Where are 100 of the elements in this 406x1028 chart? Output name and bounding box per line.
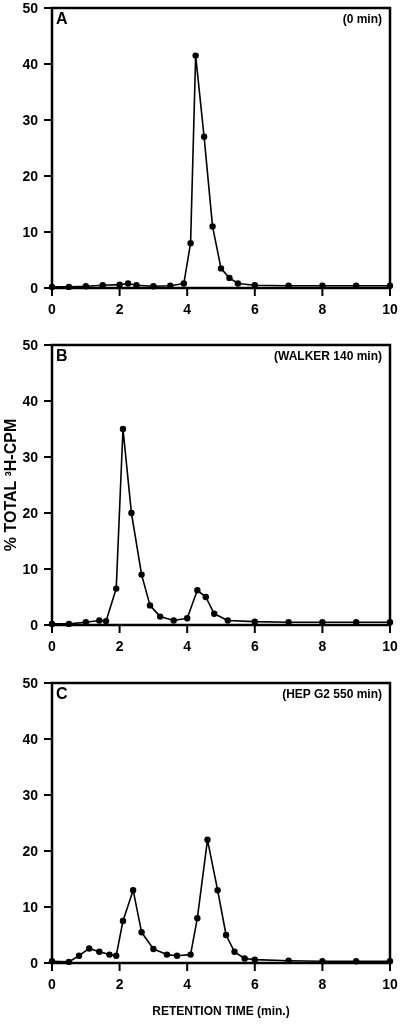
annotation: B [56,347,68,364]
point [386,619,394,626]
y-tick-label: 50 [22,0,39,16]
y-tick-label: 10 [22,223,39,240]
point [113,952,120,959]
point [96,617,103,624]
point [217,265,225,272]
point [106,951,113,958]
point [234,280,242,287]
y-tick-label: 50 [22,336,39,353]
y-tick-label: 40 [22,392,39,409]
y-tick-label: 50 [22,674,39,691]
point [180,280,188,287]
point [156,613,164,620]
point [65,283,73,291]
point [214,887,221,894]
point [251,956,258,963]
x-tick-label: 10 [382,638,398,654]
point [187,240,194,247]
y-tick-label: 40 [22,55,39,72]
x-tick-label: 2 [115,638,124,654]
x-tick-label: 10 [382,301,398,317]
annotation: (HEP G2 550 min) [282,687,382,701]
point [150,945,157,953]
x-tick-label: 0 [48,638,57,654]
point [102,617,110,625]
point [184,615,191,622]
point [224,617,231,624]
annotation: (WALKER 140 min) [273,349,382,363]
x-tick-label: 2 [115,976,124,992]
x-tick-label: 8 [318,976,327,992]
x-tick-label: 4 [183,301,192,317]
point [119,425,127,433]
point [222,931,230,939]
point [231,948,238,955]
y-tick-label: 10 [22,560,39,577]
point [138,571,145,578]
x-tick-label: 6 [250,301,259,317]
point [124,280,132,287]
point [65,620,73,628]
point [75,952,83,959]
point [119,917,127,925]
y-tick-label: 20 [22,167,39,184]
point [204,836,211,843]
point [319,958,326,965]
x-tick-label: 0 [48,301,57,317]
point [138,929,145,936]
x-tick-label: 6 [250,638,259,654]
x-tick-label: 4 [183,638,192,654]
point [226,274,233,282]
y-tick-label: 10 [22,898,39,915]
x-tick-label: 4 [183,976,192,992]
y-tick-label: 30 [22,786,39,803]
point [170,617,177,624]
annotation: C [56,685,68,702]
x-tick-label: 2 [115,301,124,317]
point [241,955,248,962]
x-tick-label: 8 [318,638,327,654]
point [194,587,201,594]
point [65,958,73,966]
point [386,282,394,289]
y-tick-label: 30 [22,448,39,465]
point [48,958,56,965]
x-tick-label: 6 [250,976,259,992]
point [202,593,209,601]
x-tick-label: 0 [48,976,57,992]
x-tick-label: 10 [382,976,398,992]
x-axis-title: RETENTION TIME (min.) [152,1004,290,1018]
point [163,951,171,958]
point [146,602,154,609]
y-axis-title: % TOTAL ³H-CPM [2,418,19,552]
point [173,952,181,959]
point [82,283,89,290]
y-tick-label: 30 [22,111,39,128]
y-tick-label: 0 [30,279,39,296]
point [129,887,137,894]
point [48,620,56,628]
point [116,281,123,288]
point [128,509,135,517]
point [353,958,360,965]
point [192,52,199,59]
point [150,283,157,290]
x-tick-label: 8 [318,301,327,317]
annotation: (0 min) [342,12,382,26]
point [386,958,394,965]
point [187,951,194,958]
y-tick-label: 0 [30,954,39,971]
point [211,610,218,617]
point [194,915,201,922]
point [113,585,120,592]
point [209,223,216,230]
point [200,133,208,140]
annotation: A [56,10,68,27]
point [85,945,93,952]
point [251,618,258,625]
y-tick-label: 0 [30,616,39,633]
point [48,283,56,291]
point [96,948,103,955]
y-tick-label: 40 [22,730,39,747]
y-tick-label: 20 [22,842,39,859]
